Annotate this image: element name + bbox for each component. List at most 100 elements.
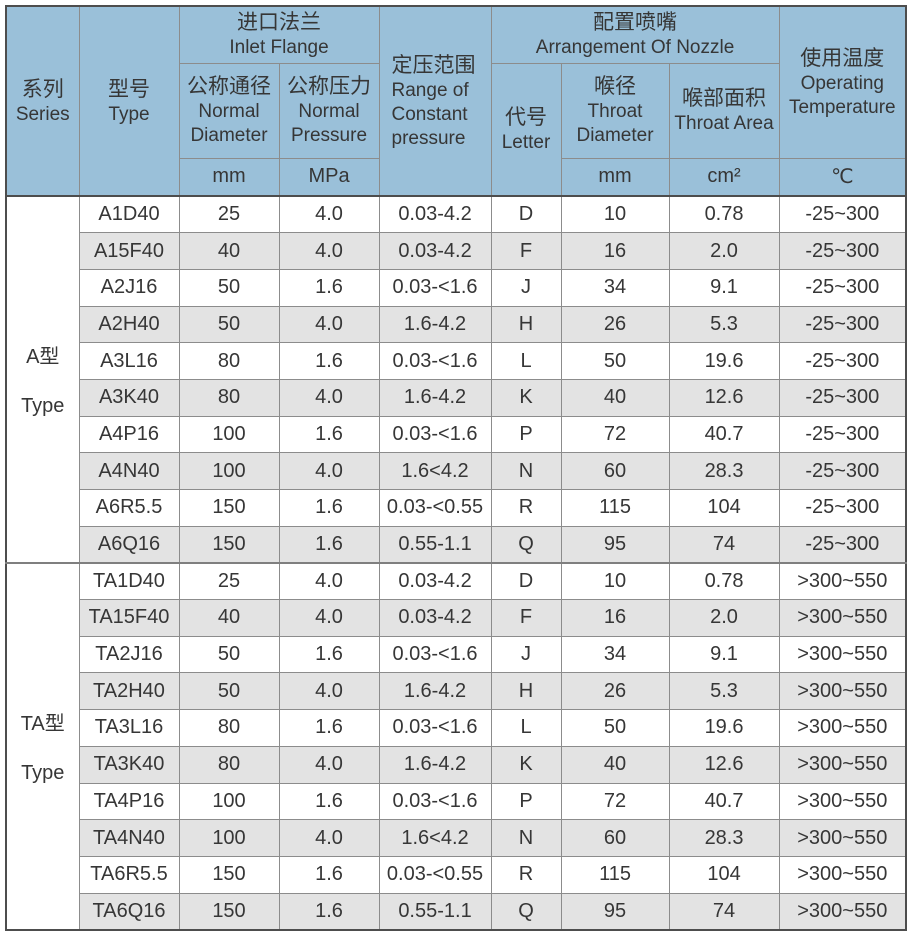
table-cell-letter: J	[490, 635, 562, 674]
table-cell-normal_pressure_mpa: 1.6	[278, 268, 380, 307]
table-cell-throat_diameter_mm: 50	[560, 342, 670, 380]
table-cell-operating_temperature_c: >300~550	[778, 635, 907, 674]
table-cell-normal_diameter_mm: 100	[178, 452, 280, 490]
table-cell-letter: L	[490, 342, 562, 380]
table-cell-normal_pressure_mpa: 4.0	[278, 745, 380, 784]
table-cell-constant_pressure_range: 0.03-<1.6	[378, 635, 492, 674]
table-cell-normal_pressure_mpa: 1.6	[278, 892, 380, 931]
table-cell-letter: Q	[490, 892, 562, 931]
col-header-nozzle-zh: 配置喷嘴	[593, 11, 678, 35]
table-row: TA型 Type TA1D40 25 4.0 0.03-4.2 D 10 0.78 >300~55…	[5, 561, 907, 931]
series-label-en: Type	[21, 395, 65, 418]
col-header-throat-diameter: 喉径 Throat Diameter	[560, 62, 670, 159]
table-cell-throat_area_cm2: 74	[668, 892, 780, 931]
col-header-inlet-flange-en: Inlet Flange	[229, 37, 329, 59]
col-header-throat-diameter-zh: 喉径	[594, 75, 637, 98]
col-header-operating-temperature-zh: 使用温度	[800, 46, 885, 70]
table-cell-throat_diameter_mm: 26	[560, 672, 670, 711]
table-cell-letter: J	[490, 268, 562, 307]
series-label-en: Type	[21, 762, 65, 785]
col-header-series: 系列 Series	[5, 5, 80, 197]
table-cell-letter: P	[490, 415, 562, 454]
table-cell-type: A4N40	[78, 452, 180, 490]
table-cell-constant_pressure_range: 0.03-4.2	[378, 599, 492, 637]
table-row: TA15F40 40 4.0 0.03-4.2 F 16 2.0 >300~550	[6, 599, 907, 637]
table-row: TA2J16 50 1.6 0.03-<1.6 J 34 9.1 >300~550	[6, 635, 907, 674]
table-cell-operating_temperature_c: >300~550	[778, 745, 907, 784]
table-cell-normal_pressure_mpa: 1.6	[278, 525, 380, 564]
table-cell-throat_area_cm2: 104	[668, 489, 780, 527]
table-cell-letter: R	[490, 855, 562, 894]
table-row: TA4N40 100 4.0 1.6<4.2 N 60 28.3 >300~550	[6, 819, 907, 857]
table-cell-constant_pressure_range: 0.03-<1.6	[378, 415, 492, 454]
table-cell-operating_temperature_c: -25~300	[778, 415, 907, 454]
table-row: A2H40 50 4.0 1.6-4.2 H 26 5.3 -25~300	[6, 305, 907, 344]
table-cell-throat_area_cm2: 40.7	[668, 782, 780, 821]
table-cell-operating_temperature_c: -25~300	[778, 232, 907, 270]
table-cell-normal_pressure_mpa: 1.6	[278, 635, 380, 674]
table-cell-letter: D	[490, 561, 562, 601]
col-header-letter-zh: 代号	[505, 105, 548, 129]
table-cell-throat_area_cm2: 104	[668, 855, 780, 894]
table-cell-normal_diameter_mm: 40	[178, 599, 280, 637]
col-header-normal-diameter: 公称通径 Normal Diameter	[178, 62, 280, 159]
table-cell-type: TA3K40	[78, 745, 180, 784]
col-header-normal-diameter-zh: 公称通径	[187, 75, 271, 98]
table-cell-normal_diameter_mm: 150	[178, 892, 280, 931]
col-header-operating-temperature: 使用温度 Operating Temperature	[778, 5, 907, 159]
table-cell-normal_diameter_mm: 150	[178, 525, 280, 564]
table-cell-operating_temperature_c: >300~550	[778, 561, 907, 601]
col-header-letter: 代号 Letter	[490, 62, 562, 197]
col-header-letter-en: Letter	[501, 131, 551, 153]
col-header-pressure-range-zh: 定压范围	[391, 53, 476, 77]
table-cell-letter: Q	[490, 525, 562, 564]
table-row: A15F40 40 4.0 0.03-4.2 F 16 2.0 -25~300	[6, 232, 907, 270]
table-cell-throat_area_cm2: 0.78	[668, 195, 780, 234]
table-cell-normal_pressure_mpa: 1.6	[278, 489, 380, 527]
table-cell-type: A2H40	[78, 305, 180, 344]
table-cell-type: A2J16	[78, 268, 180, 307]
series-label-zh: TA型	[20, 713, 65, 736]
series-label-zh: A型	[26, 346, 60, 369]
col-header-normal-diameter-en: Normal Diameter	[190, 101, 268, 146]
table-cell-throat_area_cm2: 28.3	[668, 819, 780, 857]
table-cell-constant_pressure_range: 1.6-4.2	[378, 305, 492, 344]
table-cell-letter: R	[490, 489, 562, 527]
table-cell-letter: D	[490, 195, 562, 234]
table-cell-type: TA2H40	[78, 672, 180, 711]
table-cell-letter: P	[490, 782, 562, 821]
table-row: A4P16 100 1.6 0.03-<1.6 P 72 40.7 -25~300	[6, 415, 907, 454]
table-cell-letter: K	[490, 745, 562, 784]
table-cell-operating_temperature_c: -25~300	[778, 342, 907, 380]
table-cell-type: A15F40	[78, 232, 180, 270]
table-cell-throat_diameter_mm: 95	[560, 525, 670, 564]
table-cell-normal_pressure_mpa: 1.6	[278, 855, 380, 894]
table-cell-normal_diameter_mm: 25	[178, 195, 280, 234]
table-cell-normal_diameter_mm: 150	[178, 489, 280, 527]
table-cell-type: A4P16	[78, 415, 180, 454]
table-cell-constant_pressure_range: 1.6-4.2	[378, 378, 492, 417]
table-cell-operating_temperature_c: >300~550	[778, 819, 907, 857]
col-header-normal-pressure-zh: 公称压力	[287, 75, 371, 98]
table-cell-type: TA2J16	[78, 635, 180, 674]
table-cell-constant_pressure_range: 1.6<4.2	[378, 819, 492, 857]
table-cell-type: TA6Q16	[78, 892, 180, 931]
table-cell-type: TA6R5.5	[78, 855, 180, 894]
table-cell-normal_pressure_mpa: 4.0	[278, 452, 380, 490]
table-row: A6R5.5 150 1.6 0.03-<0.55 R 115 104 -25~300	[6, 489, 907, 527]
table-cell-operating_temperature_c: >300~550	[778, 892, 907, 931]
table-header: 系列 Series 型号 Type 进口法兰 Inlet Flange 定压范围…	[5, 5, 907, 197]
table-cell-throat_diameter_mm: 16	[560, 599, 670, 637]
table-cell-normal_pressure_mpa: 4.0	[278, 672, 380, 711]
col-header-normal-pressure: 公称压力 Normal Pressure	[278, 62, 380, 159]
table-cell-throat_diameter_mm: 60	[560, 819, 670, 857]
table-cell-constant_pressure_range: 0.03-4.2	[378, 232, 492, 270]
table-cell-letter: K	[490, 378, 562, 417]
unit-throat-area-cm2: cm²	[668, 157, 780, 197]
table-cell-throat_diameter_mm: 40	[560, 745, 670, 784]
table-cell-throat_diameter_mm: 115	[560, 855, 670, 894]
table-cell-normal_diameter_mm: 50	[178, 268, 280, 307]
table-cell-throat_diameter_mm: 16	[560, 232, 670, 270]
table-cell-throat_diameter_mm: 34	[560, 268, 670, 307]
table-cell-type: TA15F40	[78, 599, 180, 637]
